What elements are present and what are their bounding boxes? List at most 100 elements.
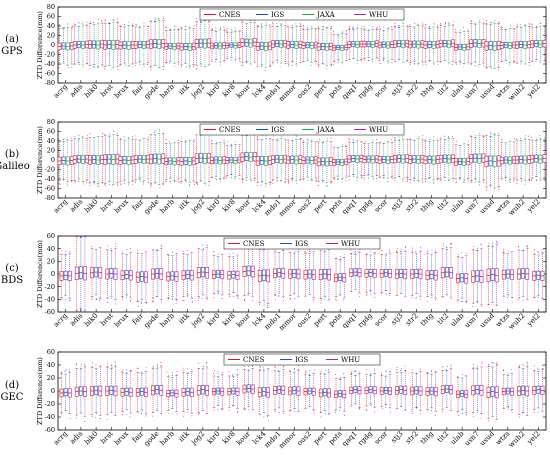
x-tick-label-usn7: usn7 <box>463 198 481 216</box>
outlier-CNES <box>198 362 200 364</box>
outlier-CNES <box>533 365 535 367</box>
outlier-WHU <box>407 179 409 181</box>
outlier-WHU <box>527 364 528 366</box>
outlier-CNES <box>180 182 182 184</box>
outlier-IGS <box>368 173 369 175</box>
outlier-JAXA <box>281 24 282 25</box>
outlier-IGS <box>537 367 539 369</box>
outlier-WHU <box>117 133 118 135</box>
outlier-WHU <box>452 180 454 182</box>
outlier-JAXA <box>539 22 541 24</box>
outlier-WHU <box>267 368 269 370</box>
outlier-WHU <box>176 373 178 375</box>
outlier-WHU <box>177 181 179 183</box>
x-tick-label-str2: str2 <box>404 83 420 99</box>
outlier-WHU <box>283 300 284 302</box>
outlier-WHU <box>405 247 407 249</box>
x-tick-label-stj3: stj3 <box>390 198 405 213</box>
outlier-WHU <box>160 365 162 367</box>
outlier-IGS <box>537 252 539 253</box>
outlier-JAXA <box>418 180 420 182</box>
outlier-IGS <box>231 30 233 32</box>
x-tick-label-rgdg: rgdg <box>357 311 375 329</box>
outlier-JAXA <box>265 184 267 186</box>
outlier-JAXA <box>143 64 145 66</box>
outlier-WHU <box>483 180 484 182</box>
x-tick-label-kir0: kir0 <box>206 83 222 99</box>
outlier-CNES <box>150 67 151 69</box>
outlier-IGS <box>293 293 295 295</box>
outlier-WHU <box>419 368 421 370</box>
y-tick-label: 20 <box>47 32 55 40</box>
outlier-JAXA <box>371 26 373 28</box>
outlier-WHU <box>160 244 162 246</box>
outlier-CNES <box>74 182 76 184</box>
outlier-WHU <box>163 16 165 18</box>
outlier-WHU <box>237 298 239 299</box>
outlier-WHU <box>526 361 528 363</box>
outlier-IGS <box>200 65 202 67</box>
outlier-CNES <box>531 179 533 181</box>
outlier-JAXA <box>67 66 69 68</box>
outlier-JAXA <box>402 135 404 137</box>
outlier-JAXA <box>478 65 480 67</box>
outlier-WHU <box>251 366 253 368</box>
outlier-JAXA <box>463 181 465 183</box>
outlier-WHU <box>498 186 500 188</box>
outlier-WHU <box>391 26 393 28</box>
outlier-IGS <box>431 370 433 372</box>
outlier-IGS <box>141 371 143 373</box>
x-tick-label-wuh2: wuh2 <box>507 312 526 331</box>
x-tick-label-kour: kour <box>235 311 253 329</box>
outlier-JAXA <box>67 185 69 187</box>
outlier-CNES <box>180 26 182 28</box>
outlier-WHU <box>373 370 375 372</box>
outlier-WHU <box>145 414 147 416</box>
outlier-IGS <box>79 309 81 311</box>
outlier-IGS <box>507 408 509 410</box>
outlier-CNES <box>213 372 214 374</box>
x-tick-label-bik0: bik0 <box>83 312 100 329</box>
outlier-WHU <box>330 137 332 139</box>
outlier-CNES <box>197 414 199 416</box>
outlier-JAXA <box>128 183 130 185</box>
outlier-WHU <box>193 184 195 185</box>
outlier-WHU <box>390 371 391 373</box>
x-tick-label-harb: harb <box>158 429 176 447</box>
outlier-JAXA <box>356 177 358 179</box>
outlier-WHU <box>407 25 409 26</box>
outlier-CNES <box>457 256 459 258</box>
x-tick-label-adis: adis <box>68 197 84 213</box>
outlier-WHU <box>132 23 134 25</box>
outlier-IGS <box>475 178 477 180</box>
outlier-JAXA <box>219 181 221 183</box>
outlier-WHU <box>358 407 360 409</box>
outlier-CNES <box>288 182 290 184</box>
outlier-WHU <box>314 63 316 65</box>
outlier-WHU <box>542 252 544 254</box>
x-tick-label-usud: usud <box>478 197 496 215</box>
outlier-CNES <box>411 369 413 371</box>
outlier-IGS <box>110 298 112 299</box>
x-tick-label-stj3: stj3 <box>390 430 405 445</box>
outlier-CNES <box>502 369 504 371</box>
outlier-CNES <box>91 245 93 247</box>
outlier-WHU <box>358 251 360 253</box>
outlier-WHU <box>345 145 347 147</box>
outlier-CNES <box>333 178 335 180</box>
x-tick-label-kir0: kir0 <box>206 198 222 214</box>
x-tick-label-wuh2: wuh2 <box>507 430 526 449</box>
outlier-CNES <box>61 249 63 251</box>
outlier-IGS <box>368 29 370 31</box>
outlier-CNES <box>303 25 305 27</box>
outlier-IGS <box>202 365 204 367</box>
outlier-WHU <box>178 181 180 183</box>
outlier-JAXA <box>97 19 99 20</box>
outlier-IGS <box>247 293 249 295</box>
outlier-IGS <box>459 63 461 65</box>
outlier-WHU <box>511 411 513 413</box>
outlier-CNES <box>486 188 488 190</box>
outlier-IGS <box>354 250 356 252</box>
outlier-WHU <box>389 371 390 373</box>
outlier-CNES <box>366 252 368 254</box>
